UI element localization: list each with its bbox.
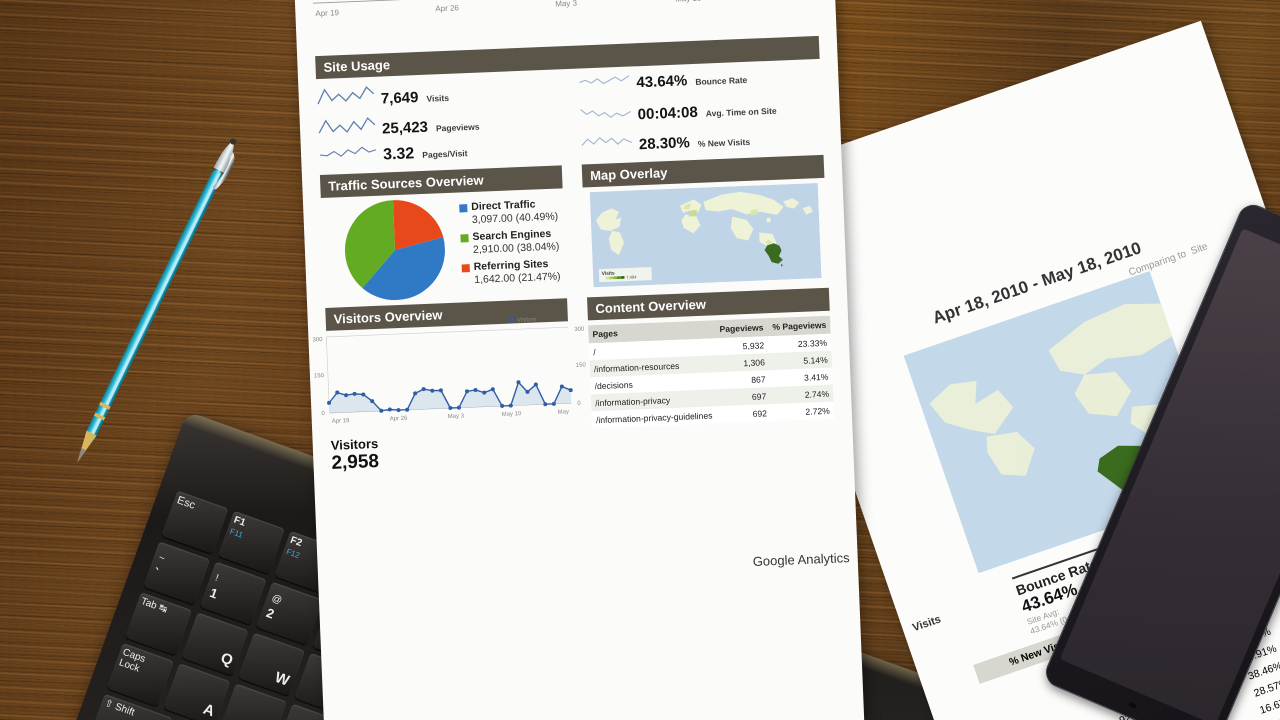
svg-text:300: 300: [312, 337, 323, 343]
svg-text:0: 0: [321, 411, 325, 417]
svg-text:May 3: May 3: [448, 413, 465, 420]
svg-text:Apr 19: Apr 19: [332, 418, 351, 425]
svg-text:Visits: Visits: [602, 271, 615, 278]
svg-text:Apr 19: Apr 19: [315, 8, 339, 18]
svg-text:0: 0: [577, 401, 581, 407]
svg-text:Apr 26: Apr 26: [390, 416, 409, 423]
svg-text:300: 300: [574, 327, 585, 333]
svg-text:150: 150: [314, 373, 325, 379]
svg-text:May 3: May 3: [555, 0, 578, 8]
svg-text:May 10: May 10: [675, 0, 702, 4]
svg-text:7,484: 7,484: [626, 274, 637, 279]
svg-text:Apr 26: Apr 26: [435, 3, 459, 13]
svg-text:May: May: [558, 409, 570, 415]
svg-text:150: 150: [576, 363, 587, 369]
svg-text:May 10: May 10: [502, 411, 523, 418]
svg-text:Visitors: Visitors: [517, 317, 537, 324]
